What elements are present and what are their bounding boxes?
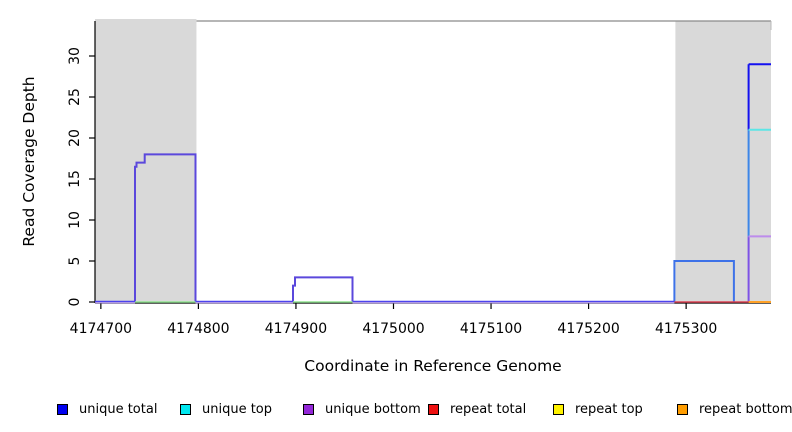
legend-swatch-icon [303, 403, 314, 415]
x-tick-label: 4175100 [460, 321, 522, 337]
x-tick-label: 4175300 [655, 321, 717, 337]
legend-label: repeat total [450, 401, 527, 417]
legend-swatch-icon [428, 403, 439, 415]
series-unique-coverage-peak-3 [673, 260, 735, 302]
x-tick-label: 4175200 [557, 321, 619, 337]
y-tick-label: 5 [67, 257, 83, 266]
legend-swatch-icon [180, 403, 191, 415]
legend-swatch-icon [553, 403, 564, 415]
legend-item-unique-total: unique total [57, 401, 157, 417]
legend-label: unique total [79, 401, 158, 417]
legend-item-repeat-top: repeat top [553, 401, 643, 417]
legend-item-unique-bottom: unique bottom [303, 401, 421, 417]
legend-label: repeat top [575, 401, 643, 417]
shade-right-repeat-shade [675, 21, 771, 302]
legend-item-repeat-bottom: repeat bottom [677, 401, 792, 417]
y-axis-title: Read Coverage Depth [20, 76, 38, 246]
x-axis-title: Coordinate in Reference Genome [304, 357, 561, 375]
y-tick-label: 25 [67, 88, 83, 106]
plot-dynamic-layer: 4174700 4174800 4174900 4175000 4175100 41752… [67, 19, 772, 337]
legend: unique total unique top unique bottom repea… [0, 396, 792, 420]
legend-label: unique top [202, 401, 273, 417]
legend-item-repeat-total: repeat total [428, 401, 526, 417]
legend-swatch-icon [677, 403, 688, 415]
legend-label: repeat bottom [699, 401, 792, 417]
x-tick-label: 4174900 [265, 321, 327, 337]
y-tick-label: 20 [67, 129, 83, 147]
series-unique-coverage-peak-2 [292, 276, 354, 302]
legend-item-unique-top: unique top [180, 401, 272, 417]
y-tick-label: 10 [67, 211, 83, 229]
x-tick-label: 4174800 [167, 321, 229, 337]
shade-left-repeat-shade [95, 19, 197, 302]
y-tick-label: 30 [67, 47, 83, 65]
y-tick-label: 15 [67, 170, 83, 188]
legend-swatch-icon [57, 403, 68, 415]
series-unique-coverage-peak-1 [134, 153, 197, 302]
y-tick-label: 0 [67, 298, 83, 307]
legend-label: unique bottom [325, 401, 421, 417]
x-tick-label: 4174700 [70, 321, 132, 337]
x-tick-label: 4175000 [362, 321, 424, 337]
